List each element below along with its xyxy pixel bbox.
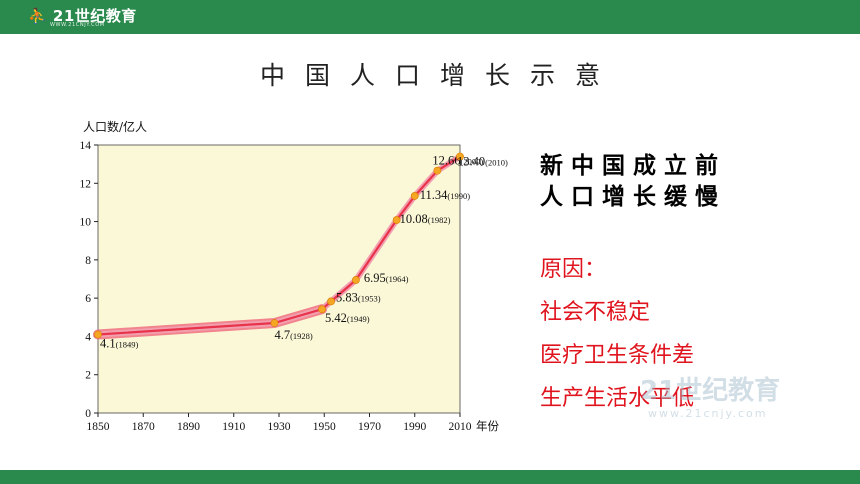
data-label: 12.66(2000) bbox=[432, 154, 483, 168]
data-point bbox=[318, 305, 326, 314]
data-label: 5.83(1953) bbox=[336, 290, 381, 304]
site-logo[interactable]: ⛹ 21世纪教育 WWW.21CNJY.COM bbox=[28, 5, 137, 28]
data-point bbox=[456, 152, 464, 161]
x-tick-label: 1970 bbox=[358, 421, 381, 433]
reason-item: 医疗卫生条件差 bbox=[540, 343, 695, 368]
heading-line-2: 人口增长缓慢 bbox=[540, 183, 726, 210]
data-label: 4.1(1849) bbox=[100, 337, 138, 351]
logo-icon: ⛹ bbox=[28, 7, 48, 25]
data-label: 11.34(1990) bbox=[420, 188, 471, 202]
x-axis-label: 年份 bbox=[476, 419, 499, 433]
x-tick-label: 1950 bbox=[313, 421, 336, 433]
data-point bbox=[352, 276, 360, 284]
data-point bbox=[327, 297, 335, 306]
data-label: 4.7(1928) bbox=[274, 328, 312, 342]
slide-title: 中国人口增长示意 bbox=[259, 61, 620, 90]
y-tick-label: 12 bbox=[80, 178, 92, 190]
y-tick-label: 8 bbox=[85, 255, 91, 267]
x-tick-label: 1850 bbox=[87, 421, 110, 433]
x-tick-label: 1930 bbox=[268, 421, 291, 433]
y-tick-label: 0 bbox=[85, 408, 91, 420]
reason-item: 社会不稳定 bbox=[540, 300, 651, 325]
y-tick-label: 2 bbox=[85, 370, 91, 382]
x-tick-label: 2010 bbox=[449, 421, 472, 433]
reason-item: 生产生活水平低 bbox=[540, 386, 695, 411]
data-point bbox=[433, 166, 442, 175]
plot-area bbox=[97, 144, 461, 414]
y-tick-label: 4 bbox=[85, 331, 91, 343]
y-axis-label: 人口数/亿人 bbox=[83, 119, 147, 134]
data-labels: 4.1(1849) 4.7(1928) 5.42(1949) 5.83(1953) 6.… bbox=[94, 152, 508, 351]
reasons-list: 原因： 社会不稳定 医疗卫生条件差 生产生活水平低 bbox=[540, 248, 694, 420]
logo-url: WWW.21CNJY.COM bbox=[50, 22, 105, 28]
data-label: 13.40(2010) bbox=[457, 154, 508, 168]
watermark-url: www.21cnjy.com bbox=[648, 407, 768, 420]
axes: 0 2 4 6 8 10 12 14 1850 1870 1890 1910 1930 1950 1970 1… bbox=[80, 140, 500, 433]
y-tick-label: 10 bbox=[80, 217, 92, 229]
x-tick-label: 1990 bbox=[403, 421, 426, 433]
watermark-text: 21世纪教育 bbox=[640, 376, 781, 406]
data-point bbox=[392, 216, 401, 224]
x-tick-label: 1890 bbox=[177, 421, 200, 433]
logo-text: 21世纪教育 bbox=[52, 7, 137, 25]
heading-line-1: 新中国成立前 bbox=[540, 152, 726, 179]
footer-bar bbox=[0, 470, 860, 484]
header-bar: ⛹ 21世纪教育 WWW.21CNJY.COM bbox=[0, 0, 860, 34]
data-point bbox=[410, 192, 419, 200]
key-heading: 新中国成立前 人口增长缓慢 bbox=[540, 150, 726, 212]
data-point bbox=[270, 319, 279, 327]
population-chart: 人口数/亿人 0 2 4 6 8 10 12 14 1850 1870 1890 1910 1930 19… bbox=[80, 119, 508, 433]
watermark: 21世纪教育 www.21cnjy.com bbox=[640, 370, 780, 420]
data-label: 5.42(1949) bbox=[325, 311, 370, 325]
x-tick-label: 1870 bbox=[132, 421, 155, 433]
data-label: 10.08(1982) bbox=[400, 212, 451, 226]
x-tick-label: 1910 bbox=[222, 421, 245, 433]
data-point bbox=[94, 330, 102, 339]
data-label: 6.95(1964) bbox=[364, 271, 409, 285]
y-tick-label: 14 bbox=[80, 140, 92, 152]
y-tick-label: 6 bbox=[85, 293, 91, 305]
reasons-title: 原因： bbox=[540, 257, 607, 282]
